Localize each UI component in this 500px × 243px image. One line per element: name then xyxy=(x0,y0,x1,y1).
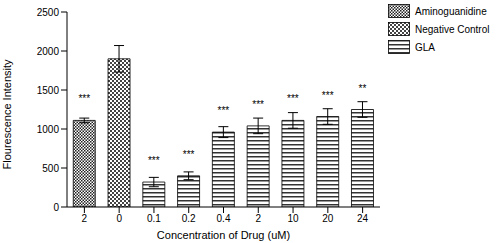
svg-text:500: 500 xyxy=(42,163,59,174)
svg-text:20: 20 xyxy=(322,213,334,224)
svg-text:0.1: 0.1 xyxy=(147,213,161,224)
svg-text:***: *** xyxy=(78,93,90,104)
svg-text:2500: 2500 xyxy=(37,7,60,18)
svg-text:0.2: 0.2 xyxy=(182,213,196,224)
svg-text:Concentration of Drug (uM): Concentration of Drug (uM) xyxy=(157,229,290,241)
svg-text:24: 24 xyxy=(357,213,369,224)
svg-text:Flourescence Intensity: Flourescence Intensity xyxy=(8,59,13,170)
svg-text:0: 0 xyxy=(53,202,59,213)
svg-text:10: 10 xyxy=(287,213,299,224)
svg-text:1500: 1500 xyxy=(37,85,60,96)
svg-text:1000: 1000 xyxy=(37,124,60,135)
svg-text:***: *** xyxy=(287,93,299,104)
svg-text:***: *** xyxy=(148,155,160,166)
html-text:GLA: GLA xyxy=(415,41,435,53)
svg-text:***: *** xyxy=(252,99,264,110)
svg-text:***: *** xyxy=(218,105,230,116)
svg-text:0.4: 0.4 xyxy=(217,213,231,224)
svg-text:**: ** xyxy=(359,83,367,94)
svg-text:***: *** xyxy=(183,149,195,160)
svg-text:0: 0 xyxy=(116,213,122,224)
svg-text:2: 2 xyxy=(255,213,261,224)
svg-text:***: *** xyxy=(322,90,334,101)
svg-text:2: 2 xyxy=(82,213,88,224)
html-text:Aminoguanidine: Aminoguanidine xyxy=(415,5,487,17)
svg-text:2000: 2000 xyxy=(37,46,60,57)
html-text:Negative Control: Negative Control xyxy=(415,23,490,35)
